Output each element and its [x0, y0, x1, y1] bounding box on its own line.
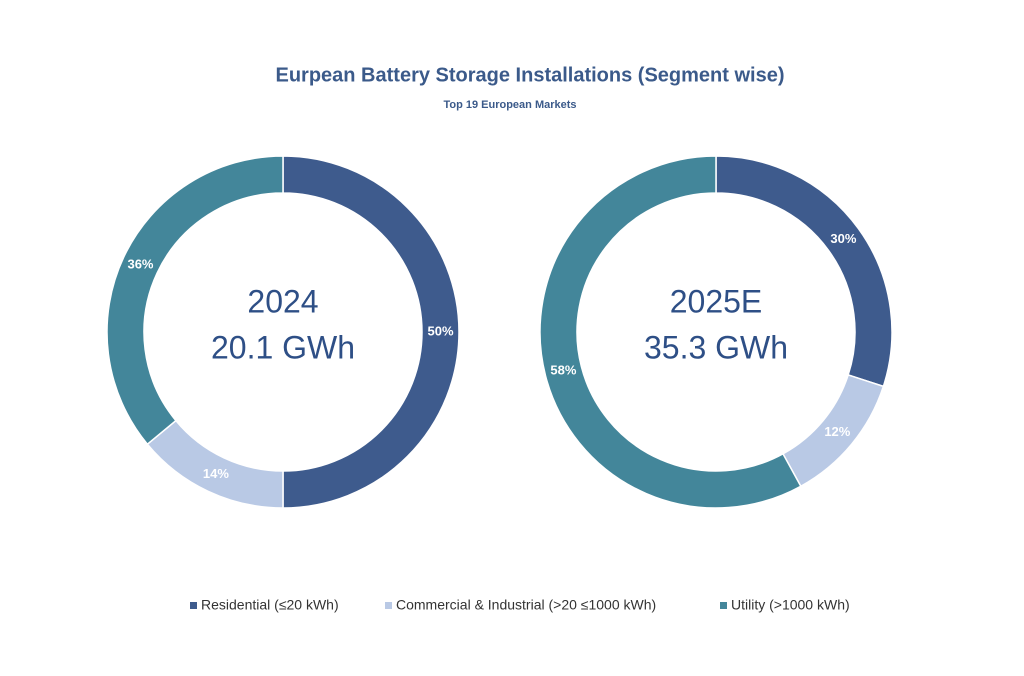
legend-label: Commercial & Industrial (>20 ≤1000 kWh) — [396, 597, 656, 613]
donut-segment — [106, 155, 284, 446]
chart-title: Eurpean Battery Storage Installations (S… — [275, 64, 784, 86]
donut-segment — [282, 155, 460, 509]
legend-marker — [190, 602, 197, 609]
legend-label: Utility (>1000 kWh) — [731, 597, 850, 613]
chart-subtitle: Top 19 European Markets — [443, 99, 576, 111]
data-label: 30% — [830, 231, 856, 246]
legend-marker — [385, 602, 392, 609]
center-label: 35.3 GWh — [644, 329, 788, 365]
center-label: 2024 — [247, 283, 318, 319]
center-label: 20.1 GWh — [211, 329, 355, 365]
data-label: 12% — [824, 424, 850, 439]
data-label: 58% — [550, 363, 576, 378]
data-label: 14% — [203, 466, 229, 481]
legend-marker — [720, 602, 727, 609]
center-label: 2025E — [670, 283, 763, 319]
donut-segment — [539, 155, 802, 509]
legend-label: Residential (≤20 kWh) — [201, 597, 339, 613]
donut-segment — [146, 419, 284, 509]
data-label: 36% — [127, 256, 153, 271]
data-label: 50% — [427, 323, 453, 338]
